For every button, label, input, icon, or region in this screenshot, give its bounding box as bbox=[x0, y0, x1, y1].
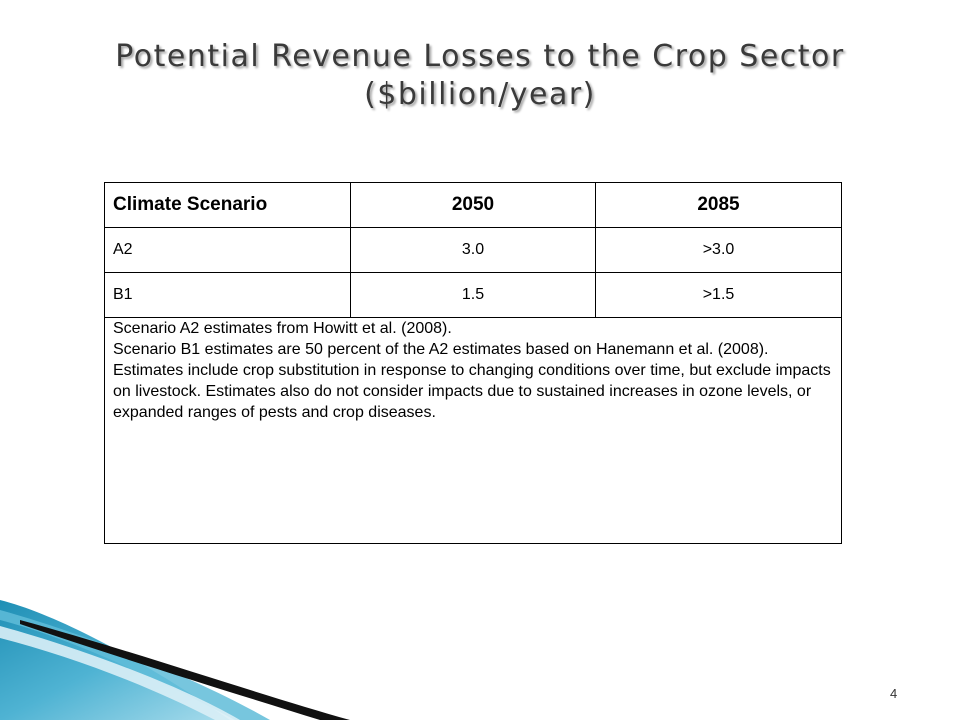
slide-title-line-1: Potential Revenue Losses to the Crop Sec… bbox=[115, 39, 845, 74]
header-climate-scenario: Climate Scenario bbox=[104, 182, 351, 228]
value-2050-cell: 1.5 bbox=[350, 272, 596, 318]
scenario-cell: B1 bbox=[104, 272, 351, 318]
value-2085-cell: >3.0 bbox=[595, 227, 842, 273]
decorative-swoosh bbox=[0, 600, 350, 720]
header-2085: 2085 bbox=[595, 182, 842, 228]
revenue-loss-table: Climate Scenario 2050 2085 A2 3.0 >3.0 B… bbox=[104, 182, 842, 544]
scenario-cell: A2 bbox=[104, 227, 351, 273]
value-2050-cell: 3.0 bbox=[350, 227, 596, 273]
value-2085-cell: >1.5 bbox=[595, 272, 842, 318]
slide-title: Potential Revenue Losses to the Crop Sec… bbox=[60, 38, 900, 114]
table-notes-row: Scenario A2 estimates from Howitt et al.… bbox=[104, 317, 842, 544]
page-number: 4 bbox=[890, 686, 898, 701]
header-2050: 2050 bbox=[350, 182, 596, 228]
table-notes: Scenario A2 estimates from Howitt et al.… bbox=[104, 317, 842, 544]
table-row: A2 3.0 >3.0 bbox=[104, 227, 842, 273]
note-line: Scenario B1 estimates are 50 percent of … bbox=[113, 341, 769, 358]
note-line: Estimates include crop substitution in r… bbox=[113, 362, 831, 421]
table-header-row: Climate Scenario 2050 2085 bbox=[104, 182, 842, 228]
note-line: Scenario A2 estimates from Howitt et al.… bbox=[113, 320, 452, 337]
table-row: B1 1.5 >1.5 bbox=[104, 272, 842, 318]
slide-title-line-2: ($billion/year) bbox=[364, 77, 596, 112]
